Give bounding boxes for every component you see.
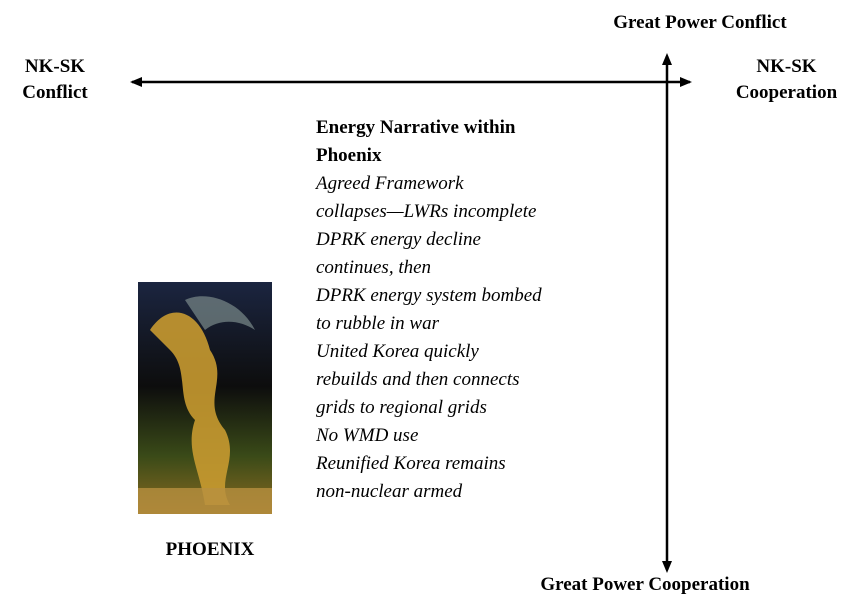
narrative-line: collapses—LWRs incomplete [316,198,542,226]
arrow-head [130,77,142,87]
axis-label-top: Great Power Conflict [560,10,840,36]
axis-label-bottom: Great Power Cooperation [490,572,800,597]
label-line: NK-SK [720,54,853,80]
narrative-title: Energy Narrative within [316,114,542,142]
narrative-line: non-nuclear armed [316,478,542,506]
narrative-line: DPRK energy system bombed [316,282,542,310]
narrative-line: grids to regional grids [316,394,542,422]
phoenix-image [138,282,272,514]
arrow-head [662,53,672,65]
narrative-line: rebuilds and then connects [316,366,542,394]
axis-label-left: NK-SK Conflict [0,54,110,106]
label-line: NK-SK [0,54,110,80]
narrative-line: DPRK energy decline [316,226,542,254]
narrative-line: continues, then [316,254,542,282]
narrative-line: to rubble in war [316,310,542,338]
arrow-head [680,77,692,87]
image-caption: PHOENIX [130,537,290,563]
label-line: Cooperation [720,80,853,106]
label-line: Conflict [0,80,110,106]
narrative-title: Phoenix [316,142,542,170]
axis-label-right: NK-SK Cooperation [720,54,853,106]
narrative-line: Reunified Korea remains [316,450,542,478]
narrative-line: United Korea quickly [316,338,542,366]
diagram: Great Power Conflict Great Power Coopera… [0,0,853,597]
narrative-line: Agreed Framework [316,170,542,198]
narrative-line: No WMD use [316,422,542,450]
